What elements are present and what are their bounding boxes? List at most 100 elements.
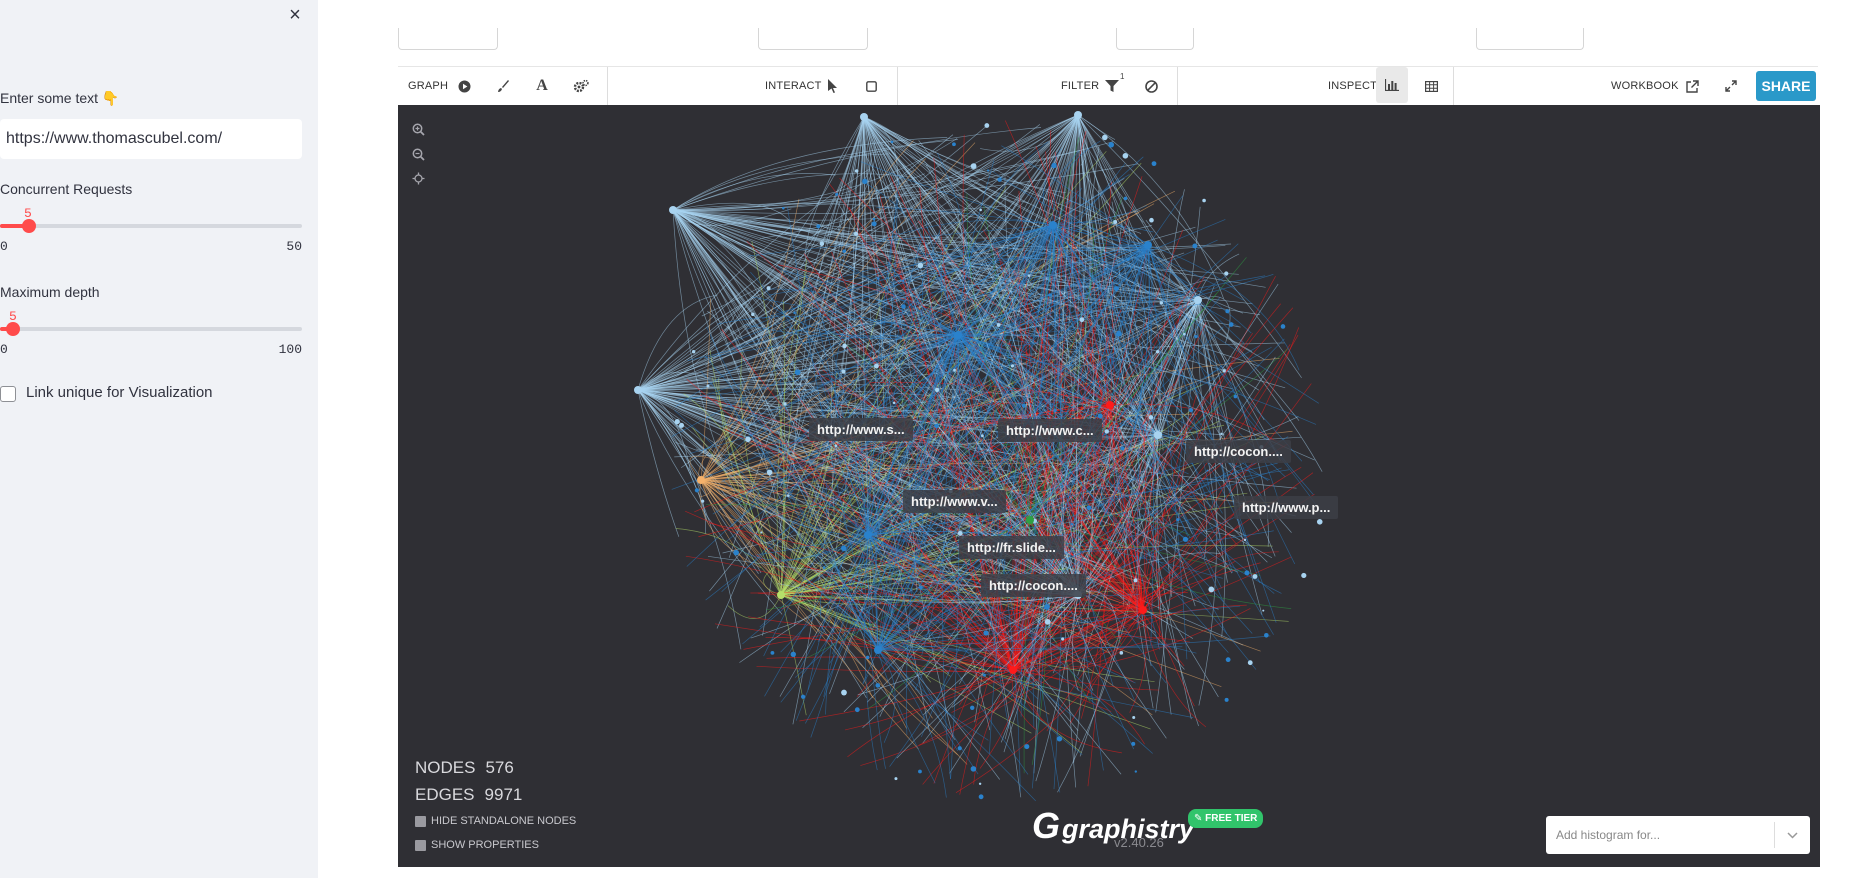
graph-node[interactable] xyxy=(934,387,940,393)
graph-node[interactable] xyxy=(917,262,924,269)
depth-slider[interactable]: 5 0 100 xyxy=(0,309,302,359)
node-label[interactable]: http://cocon.... xyxy=(981,574,1086,597)
free-tier-badge[interactable]: ✎ FREE TIER xyxy=(1188,809,1264,828)
graph-node[interactable] xyxy=(816,224,821,229)
graph-node[interactable] xyxy=(970,766,977,772)
graph-node[interactable] xyxy=(1159,301,1164,305)
graph-node[interactable] xyxy=(1048,293,1052,297)
graph-node[interactable] xyxy=(1148,415,1154,420)
graph-node[interactable] xyxy=(1182,536,1189,542)
graph-node[interactable] xyxy=(1243,538,1247,542)
graph-node[interactable] xyxy=(790,651,796,658)
graph-node[interactable] xyxy=(875,683,881,688)
graph-hub-node[interactable] xyxy=(634,386,642,394)
graph-canvas[interactable]: http://www.s... http://www.c... http://c… xyxy=(398,105,1820,867)
graph-hub-node[interactable] xyxy=(1074,111,1082,119)
filter-icon[interactable]: 1 xyxy=(1101,72,1124,97)
graph-node[interactable] xyxy=(1126,257,1130,262)
graph-node[interactable] xyxy=(1120,446,1125,451)
link-unique-checkbox[interactable] xyxy=(0,386,16,402)
graph-node[interactable] xyxy=(978,782,982,786)
graph-node[interactable] xyxy=(1108,141,1115,148)
graph-node[interactable] xyxy=(766,286,771,291)
graph-node[interactable] xyxy=(691,350,696,354)
graph-node[interactable] xyxy=(674,418,680,425)
graph-node[interactable] xyxy=(1222,369,1226,373)
graph-node[interactable] xyxy=(1132,716,1136,720)
graph-node[interactable] xyxy=(1056,736,1063,742)
graph-node[interactable] xyxy=(1122,153,1129,159)
graph-node[interactable] xyxy=(901,304,906,309)
graph-node[interactable] xyxy=(745,436,751,443)
graph-node[interactable] xyxy=(1252,574,1258,579)
graph-node[interactable] xyxy=(1119,651,1124,655)
graph-node[interactable] xyxy=(819,241,825,247)
node-label[interactable]: http://www.v... xyxy=(903,490,1006,513)
graph-node[interactable] xyxy=(842,343,847,349)
graph-node[interactable] xyxy=(1141,299,1144,302)
graph-node[interactable] xyxy=(1228,322,1234,327)
graph-node[interactable] xyxy=(874,363,879,369)
graph-node[interactable] xyxy=(997,177,1002,182)
graph-hub-node[interactable] xyxy=(860,113,868,121)
graph-node[interactable] xyxy=(1104,267,1108,271)
graph-node[interactable] xyxy=(952,142,956,147)
graph-node[interactable] xyxy=(1280,324,1286,329)
graph-hub-node[interactable] xyxy=(1139,606,1147,614)
graph-node[interactable] xyxy=(766,469,773,476)
graph-node[interactable] xyxy=(996,323,1001,327)
graph-node[interactable] xyxy=(1188,408,1194,413)
table-icon[interactable] xyxy=(1420,75,1442,97)
graph-node[interactable] xyxy=(1102,134,1108,141)
top-control-stub[interactable] xyxy=(398,28,498,50)
graph-hub-node[interactable] xyxy=(954,331,962,339)
graph-hub-node[interactable] xyxy=(1026,516,1034,524)
graph-node[interactable] xyxy=(1262,609,1265,612)
graph-node[interactable] xyxy=(1115,330,1122,337)
graph-node[interactable] xyxy=(841,689,847,696)
graph-node[interactable] xyxy=(701,499,705,503)
graph-node[interactable] xyxy=(1061,637,1065,641)
graph-node[interactable] xyxy=(978,794,984,800)
select-box-icon[interactable] xyxy=(860,75,882,97)
graph-hub-node[interactable] xyxy=(777,591,785,599)
play-icon[interactable] xyxy=(453,75,475,97)
add-histogram-select[interactable]: Add histogram for... xyxy=(1546,816,1810,854)
graph-node[interactable] xyxy=(872,217,876,221)
graph-node[interactable] xyxy=(1010,364,1015,368)
graph-hub-node[interactable] xyxy=(1144,241,1152,249)
top-control-stub[interactable] xyxy=(1116,28,1194,50)
graph-node[interactable] xyxy=(1086,505,1092,511)
url-input[interactable] xyxy=(0,119,302,159)
graph-node[interactable] xyxy=(1113,286,1119,292)
graph-node[interactable] xyxy=(1044,618,1051,625)
graph-node[interactable] xyxy=(984,123,990,128)
pointer-icon[interactable] xyxy=(821,75,843,97)
graph-node[interactable] xyxy=(957,746,962,751)
graph-node[interactable] xyxy=(980,434,984,438)
graph-node[interactable] xyxy=(1133,578,1138,583)
graph-node[interactable] xyxy=(1225,657,1231,663)
graph-node[interactable] xyxy=(1051,162,1057,169)
graph-hub-node[interactable] xyxy=(1106,401,1114,409)
graph-node[interactable] xyxy=(679,422,685,428)
graph-hub-node[interactable] xyxy=(669,206,677,214)
graph-node[interactable] xyxy=(751,312,755,317)
hide-standalone-toggle[interactable]: HIDE STANDALONE NODES xyxy=(415,815,576,827)
graph-node[interactable] xyxy=(1151,161,1157,167)
graph-node[interactable] xyxy=(842,249,847,253)
graph-node[interactable] xyxy=(945,244,948,248)
graph-node[interactable] xyxy=(1225,309,1230,314)
node-label[interactable]: http://cocon.... xyxy=(1186,440,1291,463)
graph-node[interactable] xyxy=(854,707,860,713)
chevron-down-icon[interactable] xyxy=(1774,822,1810,848)
graph-node[interactable] xyxy=(781,206,785,210)
graph-visualization[interactable] xyxy=(398,105,1820,867)
graph-node[interactable] xyxy=(902,279,905,283)
graph-node[interactable] xyxy=(1224,697,1229,702)
graph-node[interactable] xyxy=(770,650,775,655)
graph-node[interactable] xyxy=(1244,570,1250,576)
close-icon[interactable]: × xyxy=(289,4,301,26)
graph-node[interactable] xyxy=(953,368,956,372)
graph-node[interactable] xyxy=(1208,586,1215,593)
